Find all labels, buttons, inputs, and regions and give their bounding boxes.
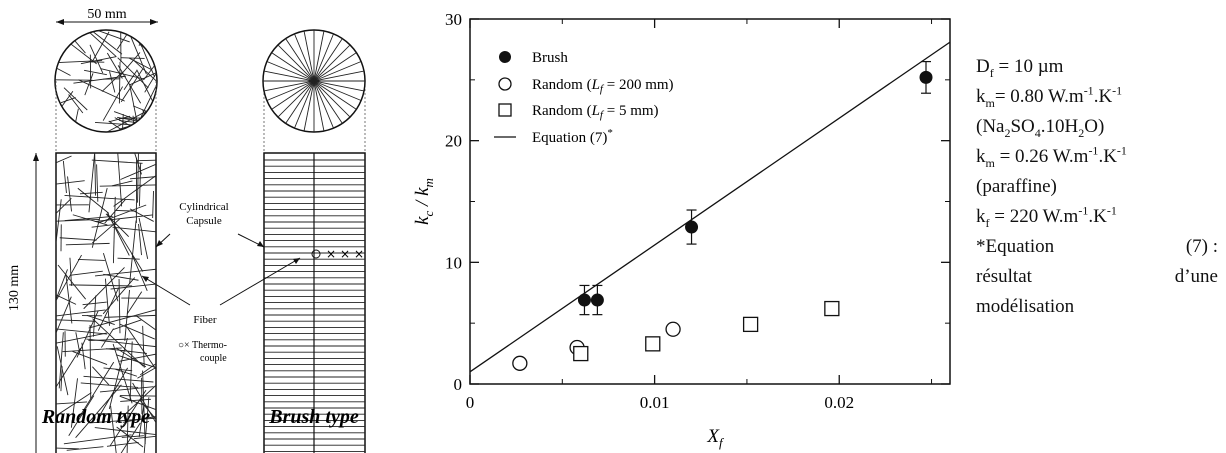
height-label: 130 mm (7, 265, 22, 311)
chart-legend: Brush Random (Lf = 200 mm) Random (Lf = … (494, 50, 674, 146)
x-axis-label: Xf (706, 426, 725, 450)
width-label: 50 mm (87, 7, 126, 22)
svg-text:×: × (340, 247, 350, 261)
fiber-callout: Fiber (141, 257, 301, 327)
capsule-callout: Cylindrical Capsule (155, 197, 265, 248)
random-200mm-point (512, 355, 528, 371)
height-dimension: 130 mm (7, 153, 39, 453)
legend-marker-brush (499, 51, 511, 63)
plot-frame (469, 18, 951, 385)
brush-point (919, 70, 933, 84)
svg-text:Capsule: Capsule (186, 215, 222, 227)
brush-capsule: × × × (263, 152, 366, 453)
random-type-caption: Random type (41, 406, 150, 428)
brush-point (577, 293, 591, 307)
thermocouple-callout: ○× Thermo- couple (175, 337, 245, 367)
chart-axes: 0 10 20 30 0 0.01 0.02 Xf kc / km (412, 10, 951, 450)
x-tick-label: 0.01 (640, 393, 670, 412)
legend-label-random-200: Random (Lf = 200 mm) (532, 77, 674, 95)
brush-type-caption: Brush type (268, 406, 359, 428)
legend-label-random-5: Random (Lf = 5 mm) (532, 103, 659, 121)
brush-point (590, 293, 604, 307)
svg-text:×: × (354, 247, 364, 261)
random-5mm-point (824, 300, 840, 317)
equation-note-line2: résultat d’une (976, 266, 1218, 287)
brush-fibers-top-view (262, 29, 366, 133)
y-tick-label: 0 (454, 375, 463, 394)
random-fibers-top-view (54, 29, 158, 133)
salt-formula-note: (Na2SO4.10H2O) (976, 116, 1105, 140)
svg-text:○× Thermo-: ○× Thermo- (178, 340, 227, 351)
equation-note-line1: *Equation (7) : (976, 236, 1218, 257)
fiber-conductivity-note: kf = 220 W.m-1.K-1 (976, 203, 1117, 230)
x-tick-label: 0 (466, 393, 475, 412)
y-tick-label: 30 (445, 10, 462, 29)
equation-note-line3: modélisation (976, 296, 1075, 317)
legend-marker-random-5 (498, 103, 512, 117)
chart-marks (469, 41, 951, 373)
random-capsule (55, 152, 157, 453)
svg-text:couple: couple (200, 353, 227, 364)
legend-label-brush: Brush (532, 50, 568, 66)
matrix-conductivity-paraffin-note: km = 0.26 W.m-1.K-1 (976, 143, 1127, 170)
fiber-label: Fiber (193, 314, 217, 326)
svg-text:Cylindrical: Cylindrical (179, 201, 229, 213)
y-tick-label: 10 (445, 253, 462, 272)
random-5mm-point (742, 316, 759, 333)
legend-marker-random-200 (498, 77, 512, 91)
fiber-diameter-note: Df = 10 µm (976, 56, 1064, 80)
paraffine-note: (paraffine) (976, 176, 1057, 197)
random-5mm-point (573, 345, 589, 362)
y-axis-label: kc / km (412, 178, 436, 225)
matrix-conductivity-salt-note: km= 0.80 W.m-1.K-1 (976, 83, 1123, 110)
capsule-schematic: 50 mm 130 mm × × × Cylindrical Capsule (7, 7, 366, 453)
width-dimension: 50 mm (56, 7, 158, 25)
y-tick-label: 20 (445, 132, 462, 151)
parameter-notes: Df = 10 µm km= 0.80 W.m-1.K-1 (Na2SO4.10… (976, 52, 1218, 322)
projection-lines (55, 81, 366, 153)
brush-point (685, 220, 699, 234)
thermocouple-markers: × × × (311, 247, 364, 261)
x-tick-label: 0.02 (824, 393, 854, 412)
random-200mm-point (665, 321, 681, 337)
legend-label-equation: Equation (7)* (532, 127, 613, 146)
conductivity-chart: 0 10 20 30 0 0.01 0.02 Xf kc / km Brush Random (… (412, 10, 951, 450)
random-5mm-point (645, 336, 661, 352)
svg-text:×: × (326, 247, 336, 261)
equation-line (469, 41, 951, 373)
